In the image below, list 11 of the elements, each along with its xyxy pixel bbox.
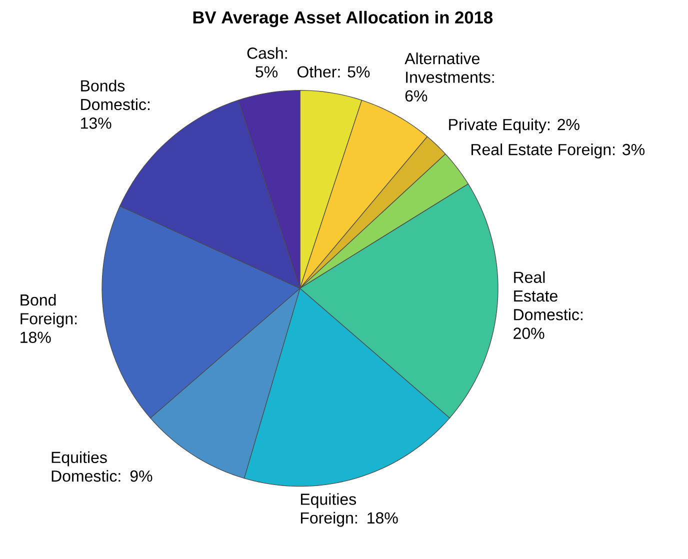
slice-label: Bond Foreign: 18% <box>20 294 77 343</box>
slice-label: Other: 5% <box>297 66 370 78</box>
slice-label: Real Estate Domestic: 20% <box>514 271 582 339</box>
slice-label: Equities Domestic: 9% <box>52 451 152 482</box>
chart-title: BV Average Asset Allocation in 2018 <box>193 10 493 28</box>
slice-label: Bonds Domestic: 13% <box>81 80 150 129</box>
slice-label: Cash: 5% <box>247 47 287 78</box>
slice-label: Private Equity: 2% <box>449 118 580 134</box>
slice-label: Real Estate Foreign: 3% <box>472 144 644 158</box>
slice-label: Equities Foreign: 18% <box>301 493 398 527</box>
slice-label: Alternative Investments: 6% <box>404 52 494 102</box>
